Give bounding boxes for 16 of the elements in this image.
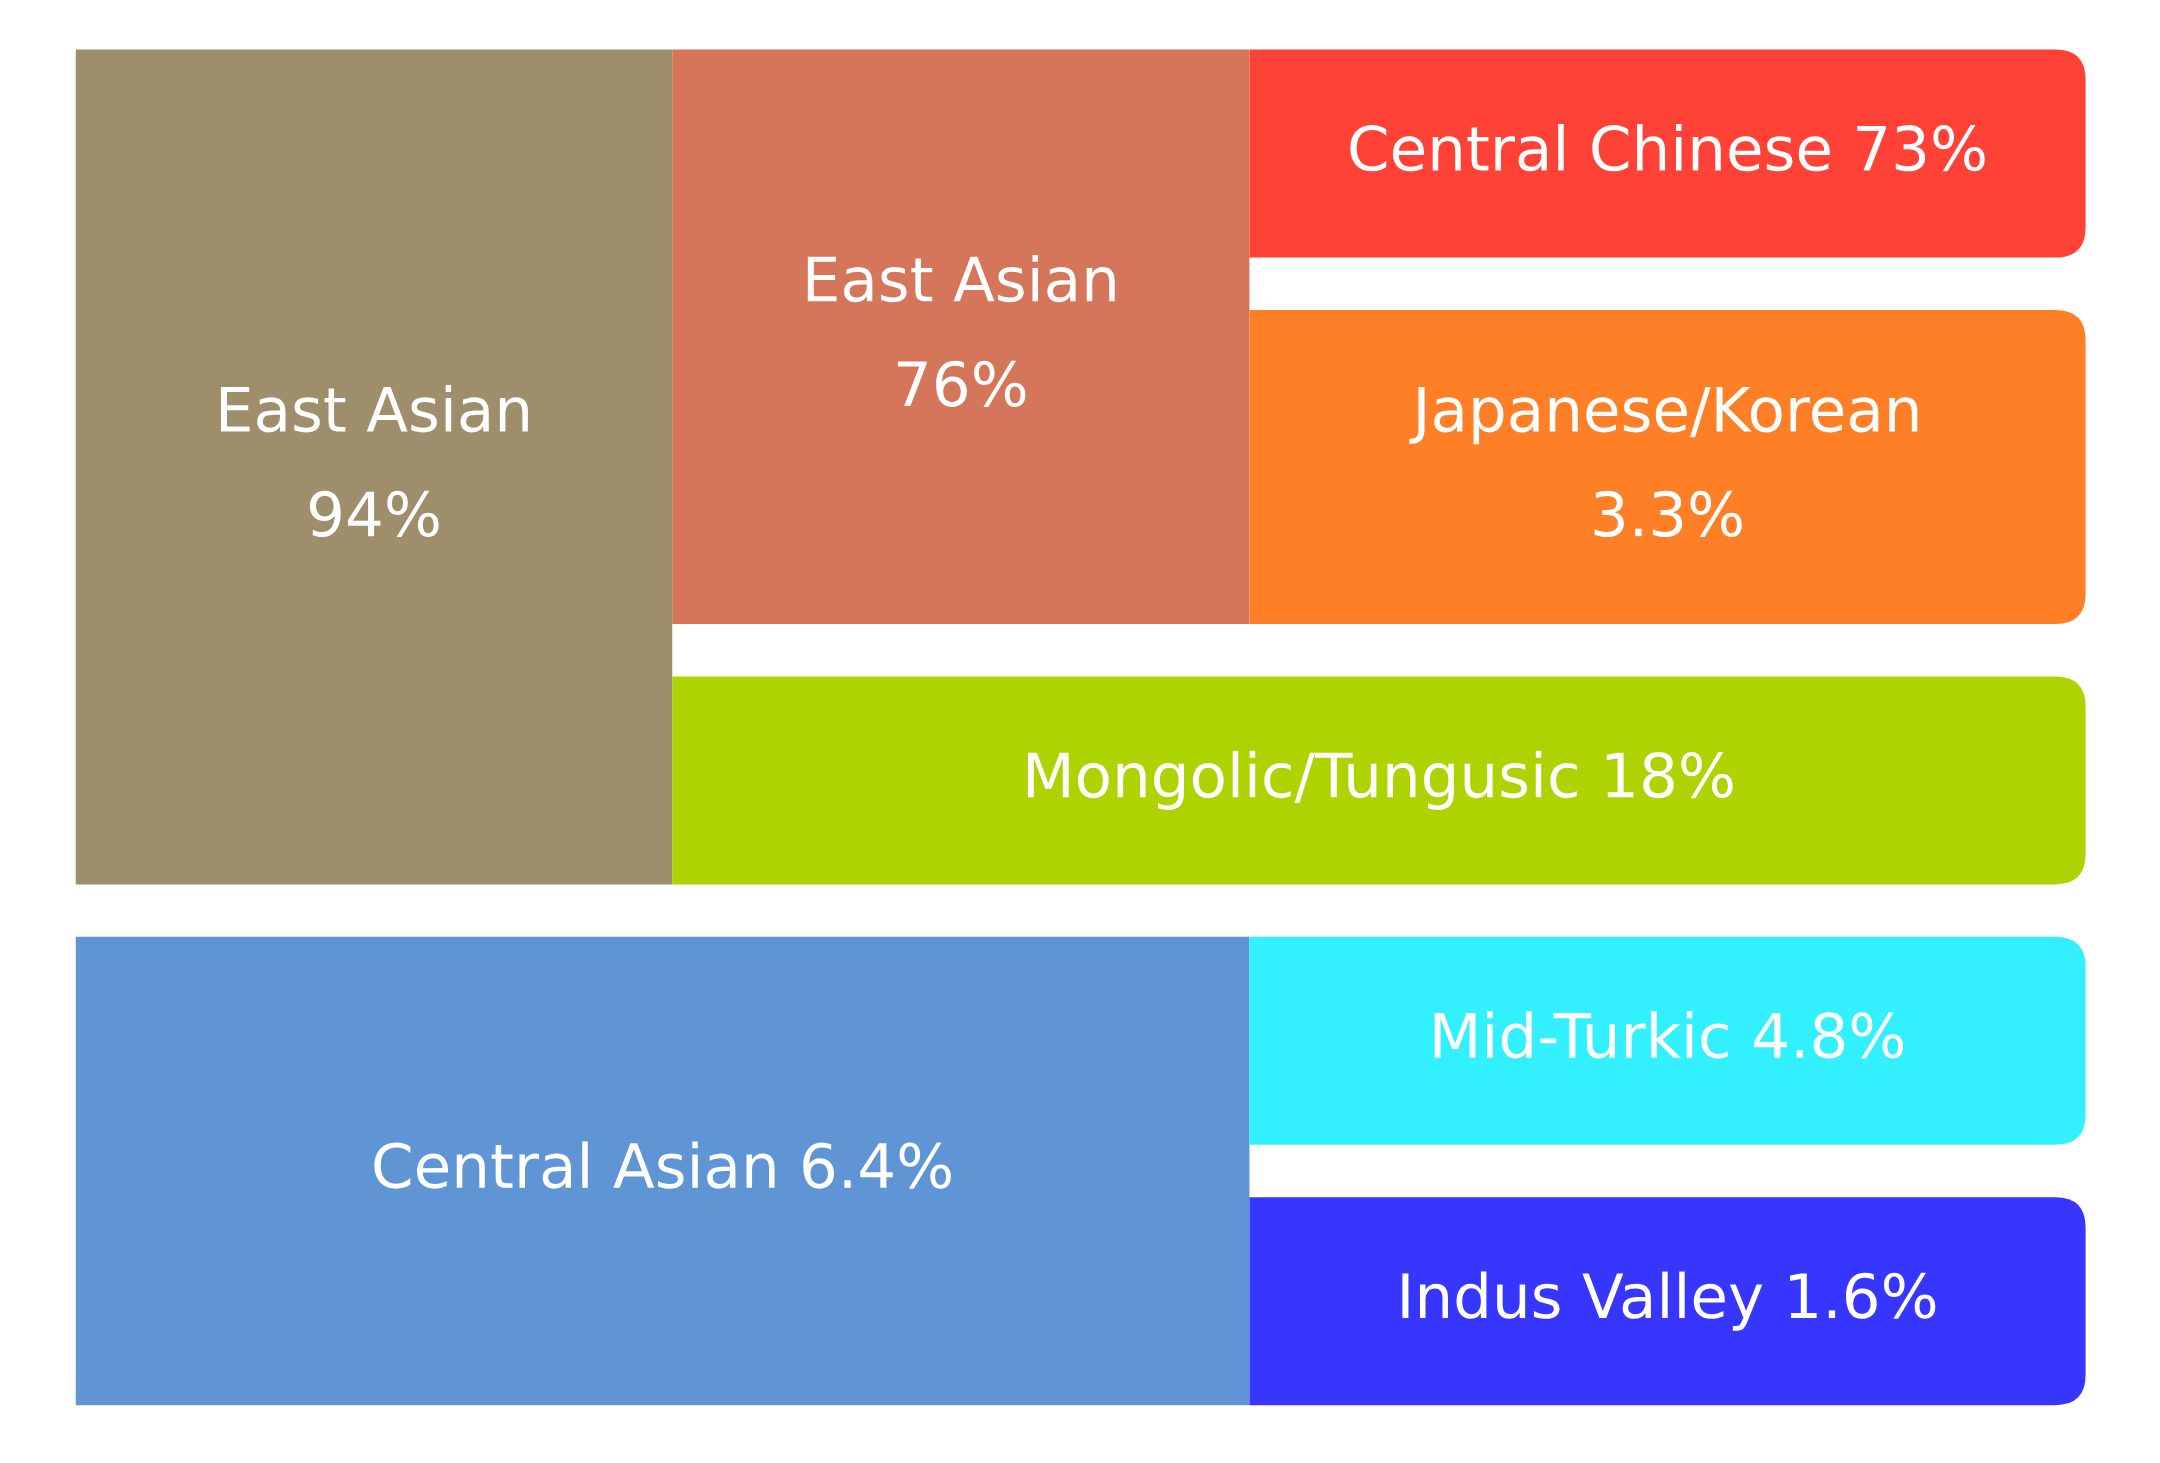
data-label: 73% xyxy=(1857,125,1985,172)
category-label: Japanese/Korean xyxy=(1409,386,1918,445)
category-label: Mid-Turkic xyxy=(1434,1011,1728,1059)
category-label: Central Chinese xyxy=(1350,124,1830,172)
category-label: Central Asian xyxy=(374,1141,775,1189)
data-label: 3.3% xyxy=(1594,490,1742,538)
data-label: 6.4% xyxy=(803,1142,951,1189)
category-label: East Asian xyxy=(807,254,1115,303)
category-label: Indus Valley xyxy=(1402,1271,1763,1331)
data-label: 76% xyxy=(897,360,1026,407)
data-label: 94% xyxy=(309,490,439,538)
data-label: 1.6% xyxy=(1790,1272,1936,1319)
category-label: East Asian xyxy=(220,385,528,433)
data-label: 4.8% xyxy=(1754,1012,1904,1059)
category-label: Mongolic/Tungusic xyxy=(1027,750,1577,810)
data-label: 18% xyxy=(1606,751,1733,799)
